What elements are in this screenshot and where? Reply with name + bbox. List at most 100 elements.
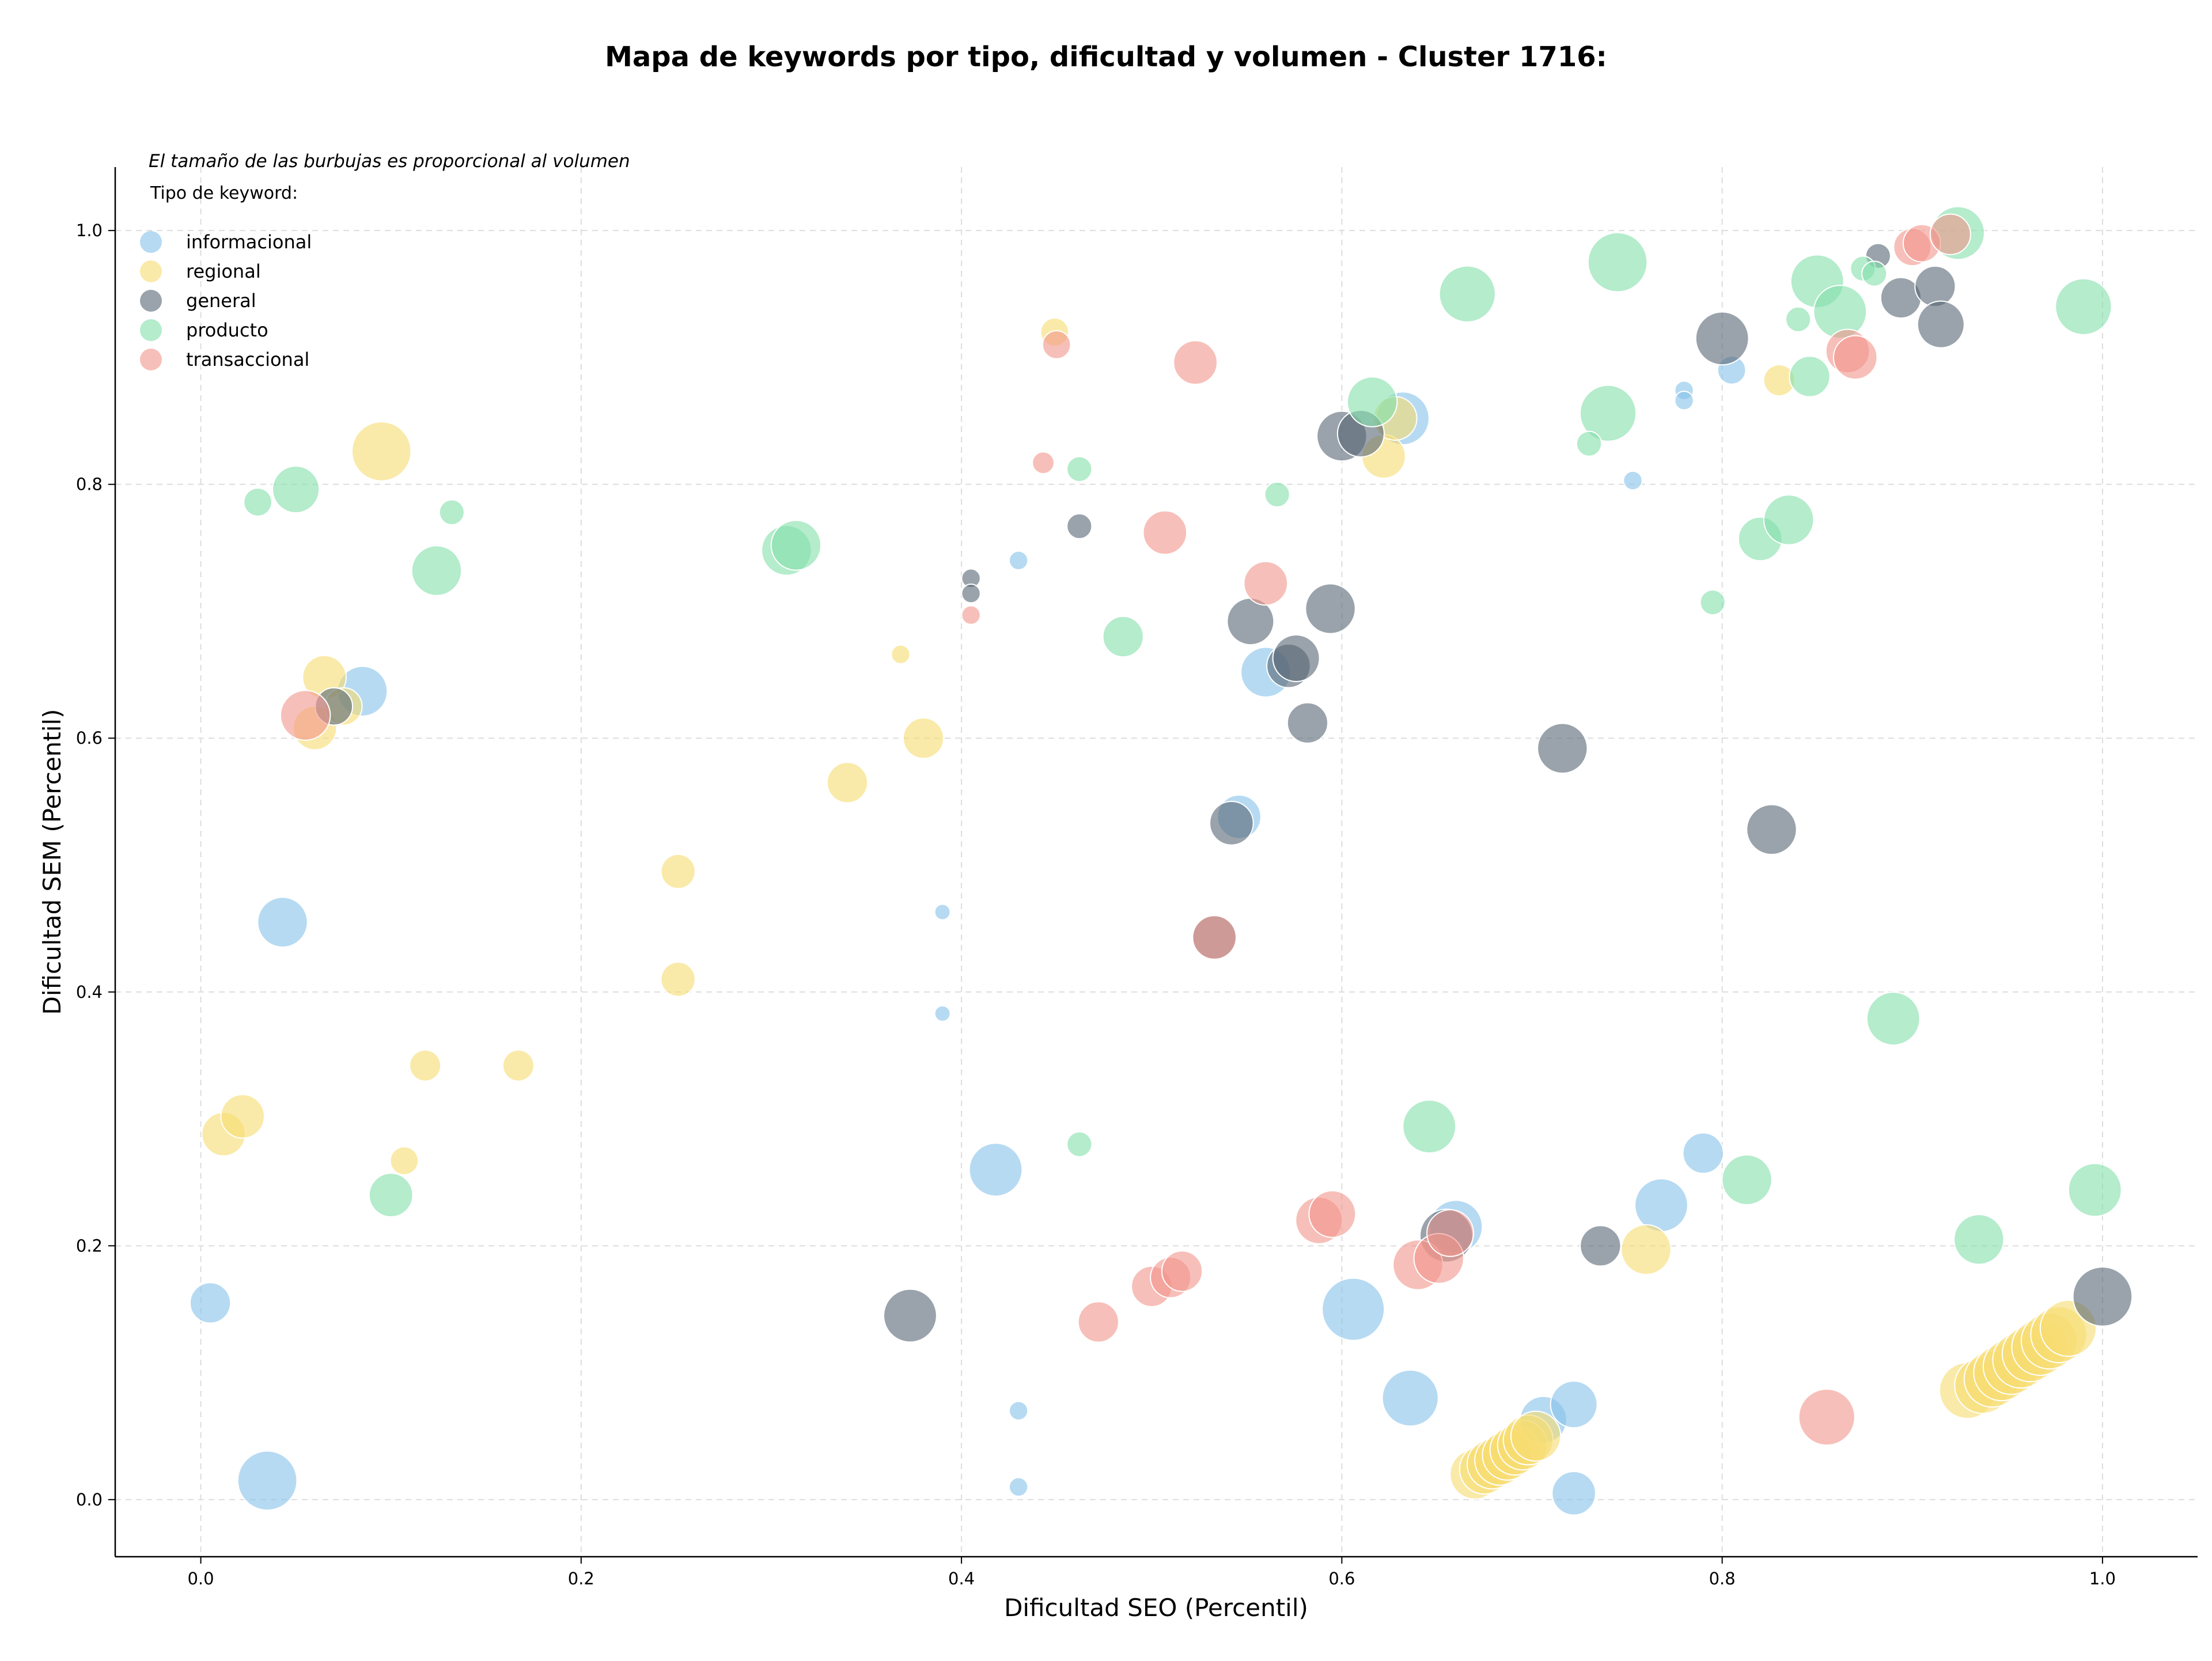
y-tick-label: 0.0 bbox=[76, 1490, 103, 1509]
bubble-producto bbox=[1102, 615, 1144, 658]
bubble-transaccional bbox=[1426, 1209, 1475, 1257]
bubble-general bbox=[1695, 311, 1749, 366]
volume-note: El tamaño de las burbujas es proporciona… bbox=[149, 151, 630, 172]
bubble-producto bbox=[1066, 456, 1093, 482]
legend-marker bbox=[140, 260, 162, 282]
bubble-informacional bbox=[1381, 1369, 1439, 1427]
bubble-informacional bbox=[189, 1282, 232, 1324]
legend-label: regional bbox=[186, 260, 261, 282]
bubble-transaccional bbox=[1142, 510, 1188, 555]
bubble-general bbox=[1914, 265, 1956, 308]
bubble-regional bbox=[502, 1049, 535, 1082]
legend-label: transaccional bbox=[186, 349, 309, 370]
legend-label: informacional bbox=[186, 231, 312, 253]
bubble-transaccional bbox=[1032, 451, 1055, 475]
bubble-general bbox=[1916, 300, 1965, 349]
bubble-informacional bbox=[968, 1142, 1023, 1197]
bubble-regional bbox=[389, 1146, 419, 1176]
legend-marker bbox=[140, 290, 162, 312]
bubble-producto bbox=[243, 487, 272, 517]
legend: Tipo de keyword: informacional regional ge… bbox=[140, 183, 312, 370]
bubble-general bbox=[1580, 1225, 1622, 1267]
legend-marker bbox=[140, 231, 162, 253]
bubble-regional bbox=[1510, 1410, 1562, 1462]
bubble-regional bbox=[1620, 1224, 1672, 1276]
bubble-informacional bbox=[934, 903, 951, 921]
x-tick-label: 0.4 bbox=[948, 1569, 975, 1588]
bubble-informacional bbox=[1321, 1277, 1385, 1341]
bubble-transaccional bbox=[1077, 1301, 1119, 1343]
bubble-producto bbox=[1699, 589, 1726, 616]
bubble-regional bbox=[351, 421, 412, 482]
bubble-general bbox=[1537, 722, 1588, 774]
legend-marker bbox=[140, 319, 162, 341]
bubble-transaccional bbox=[1929, 213, 1971, 255]
bubble-general bbox=[961, 583, 981, 604]
bubble-producto bbox=[770, 520, 822, 571]
y-tick-label: 1.0 bbox=[76, 221, 103, 240]
axes bbox=[114, 167, 2198, 1558]
bubble-informacional bbox=[934, 1005, 951, 1022]
x-axis-label: Dificultad SEO (Percentil) bbox=[1004, 1594, 1308, 1622]
bubble-informacional bbox=[1008, 550, 1029, 571]
x-tick-label: 0.0 bbox=[187, 1569, 214, 1588]
bubble-transaccional bbox=[1192, 915, 1237, 960]
bubble-producto bbox=[2067, 1163, 2122, 1217]
bubble-general bbox=[2072, 1266, 2133, 1327]
bubble-producto bbox=[1861, 260, 1888, 287]
bubble-producto bbox=[1402, 1099, 1457, 1154]
bubble-general bbox=[1286, 702, 1329, 744]
bubble-producto bbox=[1579, 384, 1637, 442]
x-tick-label: 1.0 bbox=[2089, 1569, 2116, 1588]
legend-label: producto bbox=[186, 319, 268, 341]
bubble-transaccional bbox=[1041, 330, 1071, 360]
ticks: 0.0 0.2 0.4 0.6 0.8 1.0 0.0 0.2 0.4 0.6 0.8 1.0 bbox=[76, 221, 2116, 1588]
y-tick-label: 0.6 bbox=[76, 728, 103, 748]
bubble-informacional bbox=[1008, 1477, 1029, 1497]
y-axis-label: Dificultad SEM (Percentil) bbox=[38, 709, 66, 1015]
bubble-general bbox=[1209, 801, 1254, 846]
bubble-producto bbox=[1264, 481, 1290, 508]
bubble-producto bbox=[1789, 355, 1831, 398]
bubble-regional bbox=[902, 717, 945, 759]
bubble-general bbox=[883, 1288, 937, 1343]
bubble-informacional bbox=[1674, 391, 1694, 411]
bubble-informacional bbox=[1008, 1401, 1029, 1421]
bubble-informacional bbox=[1634, 1178, 1688, 1232]
y-tick-label: 0.8 bbox=[76, 475, 103, 494]
bubble-regional bbox=[220, 1094, 265, 1139]
bubble-general bbox=[1305, 583, 1356, 634]
bubble-transaccional bbox=[1798, 1388, 1855, 1446]
bubble-producto bbox=[1763, 494, 1815, 546]
bubble-producto bbox=[1575, 430, 1603, 457]
bubble-producto bbox=[411, 545, 463, 596]
bubble-transaccional bbox=[1173, 340, 1218, 385]
bubble-regional bbox=[409, 1049, 442, 1082]
bubble-producto bbox=[1587, 232, 1648, 293]
bubble-transaccional bbox=[1308, 1190, 1357, 1238]
bubble-informacional bbox=[237, 1450, 298, 1511]
bubble-informacional bbox=[1551, 1471, 1596, 1516]
grid bbox=[115, 167, 2198, 1557]
bubble-informacional bbox=[1623, 470, 1643, 491]
bubble-transaccional bbox=[279, 690, 331, 741]
x-tick-label: 0.2 bbox=[568, 1569, 594, 1588]
bubble-general bbox=[1746, 804, 1797, 856]
x-tick-label: 0.8 bbox=[1709, 1569, 1736, 1588]
bubble-producto bbox=[1438, 265, 1496, 323]
bubble-informacional bbox=[1550, 1380, 1598, 1429]
bubble-regional bbox=[660, 962, 696, 997]
bubble-general bbox=[1066, 513, 1093, 539]
bubble-informacional bbox=[257, 896, 308, 948]
bubble-informacional bbox=[1682, 1132, 1724, 1174]
bubble-producto bbox=[2055, 278, 2112, 335]
bubble-producto bbox=[1347, 376, 1398, 427]
chart-title: Mapa de keywords por tipo, dificultad y … bbox=[605, 41, 1607, 73]
bubble-producto bbox=[438, 499, 465, 525]
bubble-transaccional bbox=[1243, 561, 1289, 606]
y-tick-label: 0.2 bbox=[76, 1236, 103, 1255]
legend-title: Tipo de keyword: bbox=[150, 183, 298, 203]
bubble-producto bbox=[1721, 1154, 1772, 1205]
bubble-producto bbox=[1785, 306, 1812, 332]
